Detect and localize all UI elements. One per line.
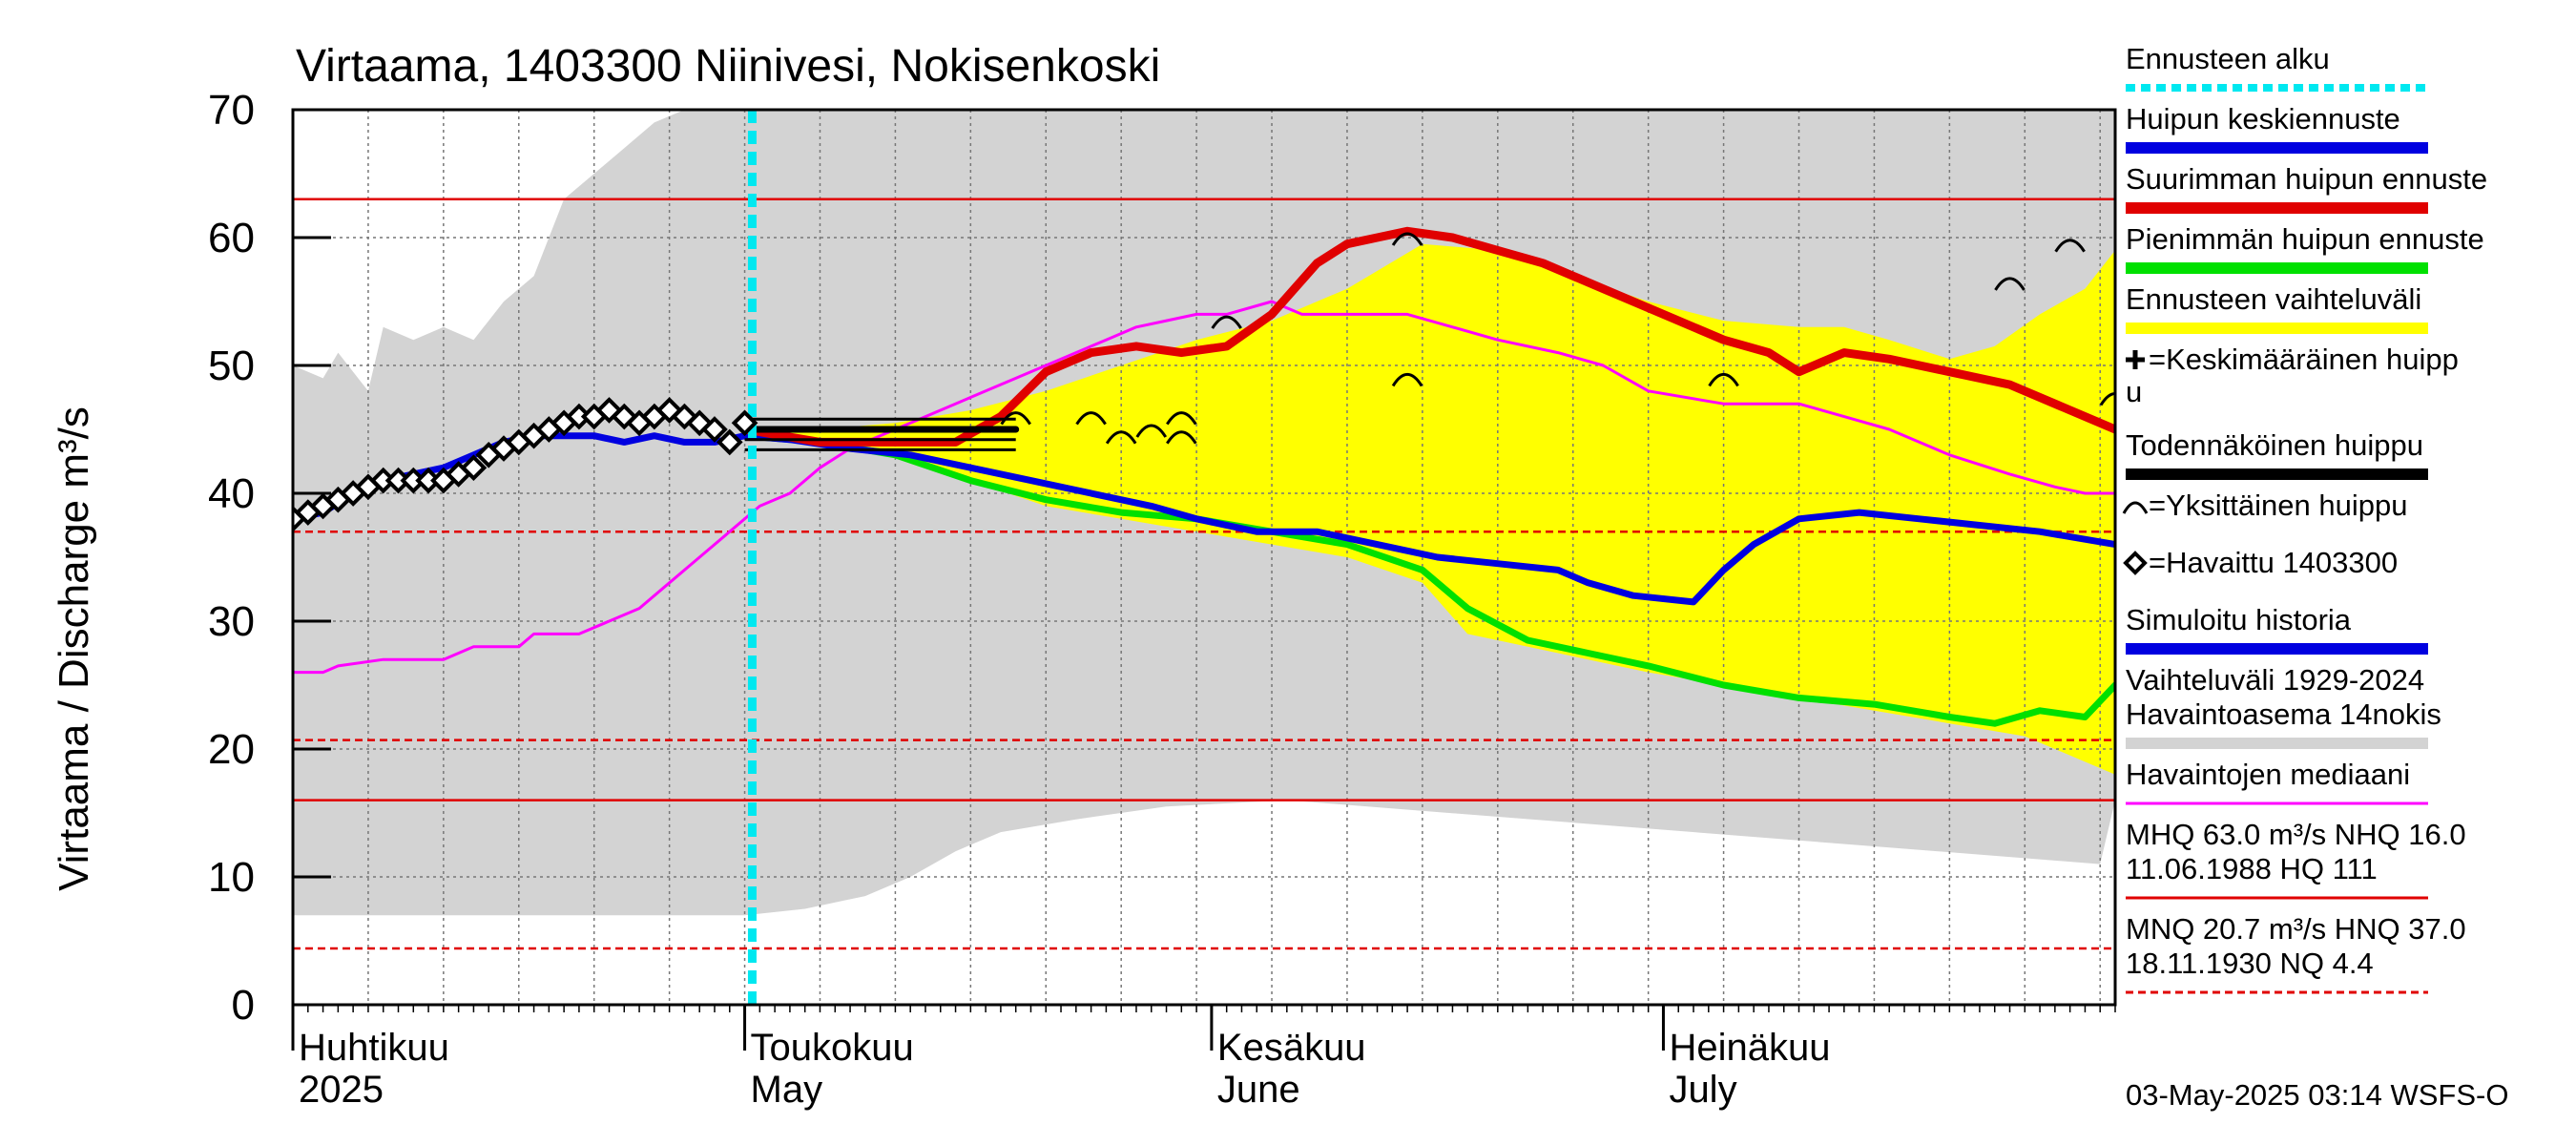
legend-label: Vaihteluväli 1929-2024 [2126, 663, 2424, 697]
individual-peak-marker [1075, 411, 1107, 426]
series-havaintojen-mediaani [293, 300, 2115, 675]
individual-peak-marker [1000, 411, 1031, 426]
x-month-label-en: May [751, 1069, 823, 1111]
y-tick-label: 10 [208, 854, 255, 901]
legend-label-cont: Havaintoasema 14nokis [2126, 697, 2441, 731]
legend-label: Simuloitu historia [2126, 603, 2352, 636]
legend-item-1: Huipun keskiennuste [2126, 102, 2428, 154]
forecast-range-band [744, 243, 2115, 775]
series-pienimm-n-huipun-ennuste [741, 432, 2115, 727]
x-month-label-en: 2025 [299, 1069, 384, 1111]
legend-label: Ennusteen alku [2126, 42, 2330, 75]
timestamp-footer: 03-May-2025 03:14 WSFS-O [2126, 1078, 2508, 1112]
individual-peak-marker [2099, 392, 2115, 406]
plus-icon [2126, 350, 2145, 369]
individual-peak-marker [2054, 239, 2086, 253]
observed-point [731, 409, 758, 437]
diamond-icon [2123, 551, 2148, 575]
individual-peak-marker [1105, 430, 1137, 445]
x-month-label-en: July [1669, 1069, 1736, 1111]
legend-item-2: Suurimman huipun ennuste [2126, 162, 2487, 214]
legend-item-8: =Havaittu 1403300 [2123, 546, 2398, 579]
legend-label-cont: 18.11.1930 NQ 4.4 [2126, 947, 2374, 980]
individual-peak-marker [1135, 424, 1168, 438]
y-tick-label: 0 [232, 982, 255, 1029]
legend-item-12: MHQ 63.0 m³/s NHQ 16.011.06.1988 HQ 111 [2126, 818, 2466, 900]
plot-frame [291, 108, 2117, 1007]
legend-label: =Keskimääräinen huipp [2149, 343, 2459, 376]
observed-point [716, 428, 743, 456]
individual-peak-marker [1391, 372, 1423, 387]
legend-label: MNQ 20.7 m³/s HNQ 37.0 [2126, 912, 2466, 946]
y-tick-label: 50 [208, 343, 255, 389]
chart-title: Virtaama, 1403300 Niinivesi, Nokisenkosk… [296, 41, 1160, 92]
y-tick-label: 30 [208, 598, 255, 645]
legend-item-3: Pienimmän huipun ennuste [2126, 222, 2484, 274]
legend-label: Pienimmän huipun ennuste [2126, 222, 2484, 256]
x-month-label-fi: Kesäkuu [1217, 1027, 1366, 1069]
individual-peak-marker [1166, 430, 1197, 445]
legend-label: Suurimman huipun ennuste [2126, 162, 2487, 196]
x-month-label-fi: Huhtikuu [299, 1027, 449, 1069]
legend-item-7: =Yksittäinen huippu [2122, 489, 2407, 522]
legend-label: =Havaittu 1403300 [2149, 546, 2398, 579]
legend-label: Ennusteen vaihteluväli [2126, 282, 2421, 316]
x-month-label-fi: Toukokuu [751, 1027, 914, 1069]
y-tick-label: 70 [208, 87, 255, 134]
observed-point [460, 454, 488, 482]
y-tick-label: 40 [208, 470, 255, 517]
x-month-label-en: June [1217, 1069, 1300, 1111]
individual-peak-marker [1994, 277, 2025, 291]
legend-label: Todennäköinen huippu [2126, 428, 2423, 462]
legend-item-13: MNQ 20.7 m³/s HNQ 37.018.11.1930 NQ 4.4 [2126, 912, 2466, 994]
individual-peak-marker [1166, 411, 1197, 426]
legend-item-6: Todennäköinen huippu [2126, 428, 2428, 480]
y-tick-label: 60 [208, 215, 255, 261]
legend-label-cont: u [2126, 375, 2142, 408]
individual-peak-marker [1391, 232, 1423, 246]
legend-label: Huipun keskiennuste [2126, 102, 2400, 135]
individual-peak-marker [1211, 315, 1242, 329]
legend-item-5: =Keskimääräinen huippu [2126, 343, 2459, 408]
individual-peak-marker [1708, 372, 1739, 387]
legend-label: Havaintojen mediaani [2126, 758, 2410, 791]
legend-label: =Yksittäinen huippu [2149, 489, 2407, 522]
y-axis-label: Virtaama / Discharge m³/s [51, 406, 97, 891]
observed-point [701, 416, 728, 443]
legend-item-0: Ennusteen alku [2126, 42, 2428, 92]
legend-label: MHQ 63.0 m³/s NHQ 16.0 [2126, 818, 2466, 851]
arc-icon [2122, 501, 2149, 514]
legend-item-11: Havaintojen mediaani [2126, 758, 2428, 805]
y-tick-label: 20 [208, 726, 255, 773]
legend-item-4: Ennusteen vaihteluväli [2126, 282, 2428, 334]
series-suurimman-huipun-ennuste [740, 226, 2115, 447]
legend-item-10: Vaihteluväli 1929-2024 Havaintoasema 14n… [2126, 663, 2441, 749]
x-month-label-fi: Heinäkuu [1669, 1027, 1830, 1069]
series-huipun-keskiennuste [741, 432, 2115, 606]
legend-label-cont: 11.06.1988 HQ 111 [2126, 852, 2378, 885]
legend-item-9: Simuloitu historia [2126, 603, 2428, 655]
